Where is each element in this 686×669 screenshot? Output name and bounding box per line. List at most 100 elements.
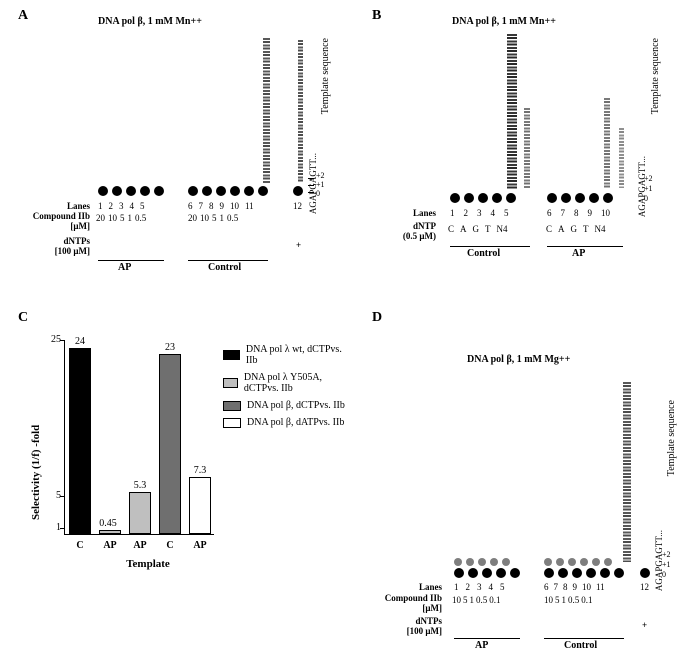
legend-label: DNA pol λ wt, dCTPvs. IIb [246, 344, 348, 366]
dntp-b-row-label: dNTP (0.5 μM) [374, 221, 436, 241]
panel-a-title: DNA pol β, 1 mM Mn++ [98, 16, 202, 27]
x-axis-title: Template [108, 558, 188, 570]
gel-smear [263, 38, 270, 183]
xtick: AP [129, 540, 151, 551]
marker-plus1: +1 [662, 560, 671, 569]
group-ap-d: AP [475, 640, 488, 651]
ytick: 5 [56, 490, 65, 501]
gel-row [640, 568, 650, 578]
bar-label: 7.3 [187, 465, 213, 476]
xtick: C [69, 540, 91, 551]
group-ap-b: AP [572, 248, 585, 259]
compound-d-g2: 10510.50.1 [544, 595, 593, 605]
gel-smear [604, 98, 610, 188]
legend-swatch [223, 350, 240, 360]
bar [69, 348, 91, 534]
lane-d-12: 12 [640, 582, 649, 592]
panel-a-label: A [18, 8, 28, 24]
bar [99, 530, 121, 534]
gel-row [188, 186, 268, 196]
legend-row: DNA pol β, dATPvs. IIb [223, 417, 348, 428]
group-ap: AP [118, 262, 131, 273]
xtick: AP [99, 540, 121, 551]
gel-smear [524, 108, 530, 188]
compound-row-label: Compound IIb [μM] [28, 211, 90, 231]
group-control-d: Control [564, 640, 597, 651]
lane-12: 12 [293, 201, 302, 211]
bar [129, 492, 151, 534]
ytick: 25 [51, 334, 65, 345]
xtick: AP [189, 540, 211, 551]
lanes-row-label: Lanes [374, 208, 436, 218]
legend-row: DNA pol λ Y505A, dCTPvs. IIb [223, 372, 348, 394]
lanes-row-label: Lanes [28, 201, 90, 211]
legend-swatch [223, 418, 241, 428]
panel-d-label: D [372, 310, 382, 326]
legend-label: DNA pol β, dCTPvs. IIb [247, 400, 345, 411]
lanes-g2: 67891011 [188, 201, 254, 211]
marker-plus2: +2 [644, 174, 653, 183]
panel-c: C Selectivity (1/f) -fold 25 5 1 24 0.45… [18, 310, 348, 640]
chart-legend: DNA pol λ wt, dCTPvs. IIb DNA pol λ Y505… [223, 344, 348, 434]
gel-smear [507, 34, 517, 189]
marker-zero: 0 [316, 189, 320, 198]
template-seq-label: Template sequence [666, 400, 677, 476]
group-control-b: Control [467, 248, 500, 259]
lanes-g1: 12345 [98, 201, 145, 211]
compound-d-row-label: Compound IIb [μM] [380, 593, 442, 613]
dntp-d-plus: + [642, 620, 647, 630]
panel-b-label: B [372, 8, 381, 24]
bar-label: 5.3 [127, 480, 153, 491]
gel-row [454, 568, 520, 578]
compound-g2: 2010510.5 [188, 213, 238, 223]
marker-plus1: +1 [644, 184, 653, 193]
marker-plus1: +1 [316, 180, 325, 189]
gel-row [450, 193, 516, 203]
gel-row [98, 186, 164, 196]
lanes-b-g1: 12345 [450, 208, 509, 218]
template-seq-label: Template sequence [320, 38, 331, 114]
gel-row [544, 558, 612, 566]
panel-a: A DNA pol β, 1 mM Mn++ Template sequence… [18, 8, 338, 268]
gel-smear [623, 382, 631, 562]
group-control: Control [208, 262, 241, 273]
dntp-b-g2: CAGTN4 [546, 224, 606, 234]
legend-swatch [223, 401, 241, 411]
legend-swatch [223, 378, 238, 388]
compound-d-g1: 10510.50.1 [452, 595, 501, 605]
marker-plus2: +2 [662, 550, 671, 559]
panel-d: D DNA pol β, 1 mM Mg++ Template sequence… [372, 310, 682, 650]
marker-zero: 0 [644, 194, 648, 203]
dntp-d-row-label: dNTPs [100 μM] [380, 616, 442, 636]
bar [189, 477, 211, 534]
gel-smear [619, 128, 624, 188]
marker-plus2: +2 [316, 171, 325, 180]
legend-row: DNA pol β, dCTPvs. IIb [223, 400, 348, 411]
panel-b-title: DNA pol β, 1 mM Mn++ [452, 16, 556, 27]
gel-row [454, 558, 510, 566]
panel-b: B DNA pol β, 1 mM Mn++ Template sequence… [372, 8, 682, 268]
xtick: C [159, 540, 181, 551]
panel-c-label: C [18, 310, 28, 326]
template-seq-label: Template sequence [650, 38, 661, 114]
marker-zero: 0 [662, 570, 666, 579]
gel-row [293, 186, 303, 196]
bar-label: 24 [67, 336, 93, 347]
lanes-d-g1: 12345 [454, 582, 505, 592]
chart-plot: 25 5 1 24 0.45 5.3 23 7.3 C AP AP C AP [64, 340, 214, 535]
bar-label: 0.45 [95, 518, 121, 529]
gel-row [544, 568, 624, 578]
bar [159, 354, 181, 534]
compound-g1: 2010510.5 [96, 213, 146, 223]
bar-label: 23 [157, 342, 183, 353]
dntp-b-g1: CAGTN4 [448, 224, 508, 234]
lanes-b-g2: 678910 [547, 208, 610, 218]
lanes-d-g2: 67891011 [544, 582, 605, 592]
legend-row: DNA pol λ wt, dCTPvs. IIb [223, 344, 348, 366]
legend-label: DNA pol β, dATPvs. IIb [247, 417, 344, 428]
gel-smear [298, 40, 303, 183]
panel-d-title: DNA pol β, 1 mM Mg++ [467, 354, 570, 365]
lanes-d-row-label: Lanes [380, 582, 442, 592]
ytick: 1 [56, 522, 65, 533]
dntp-plus: + [296, 240, 301, 250]
